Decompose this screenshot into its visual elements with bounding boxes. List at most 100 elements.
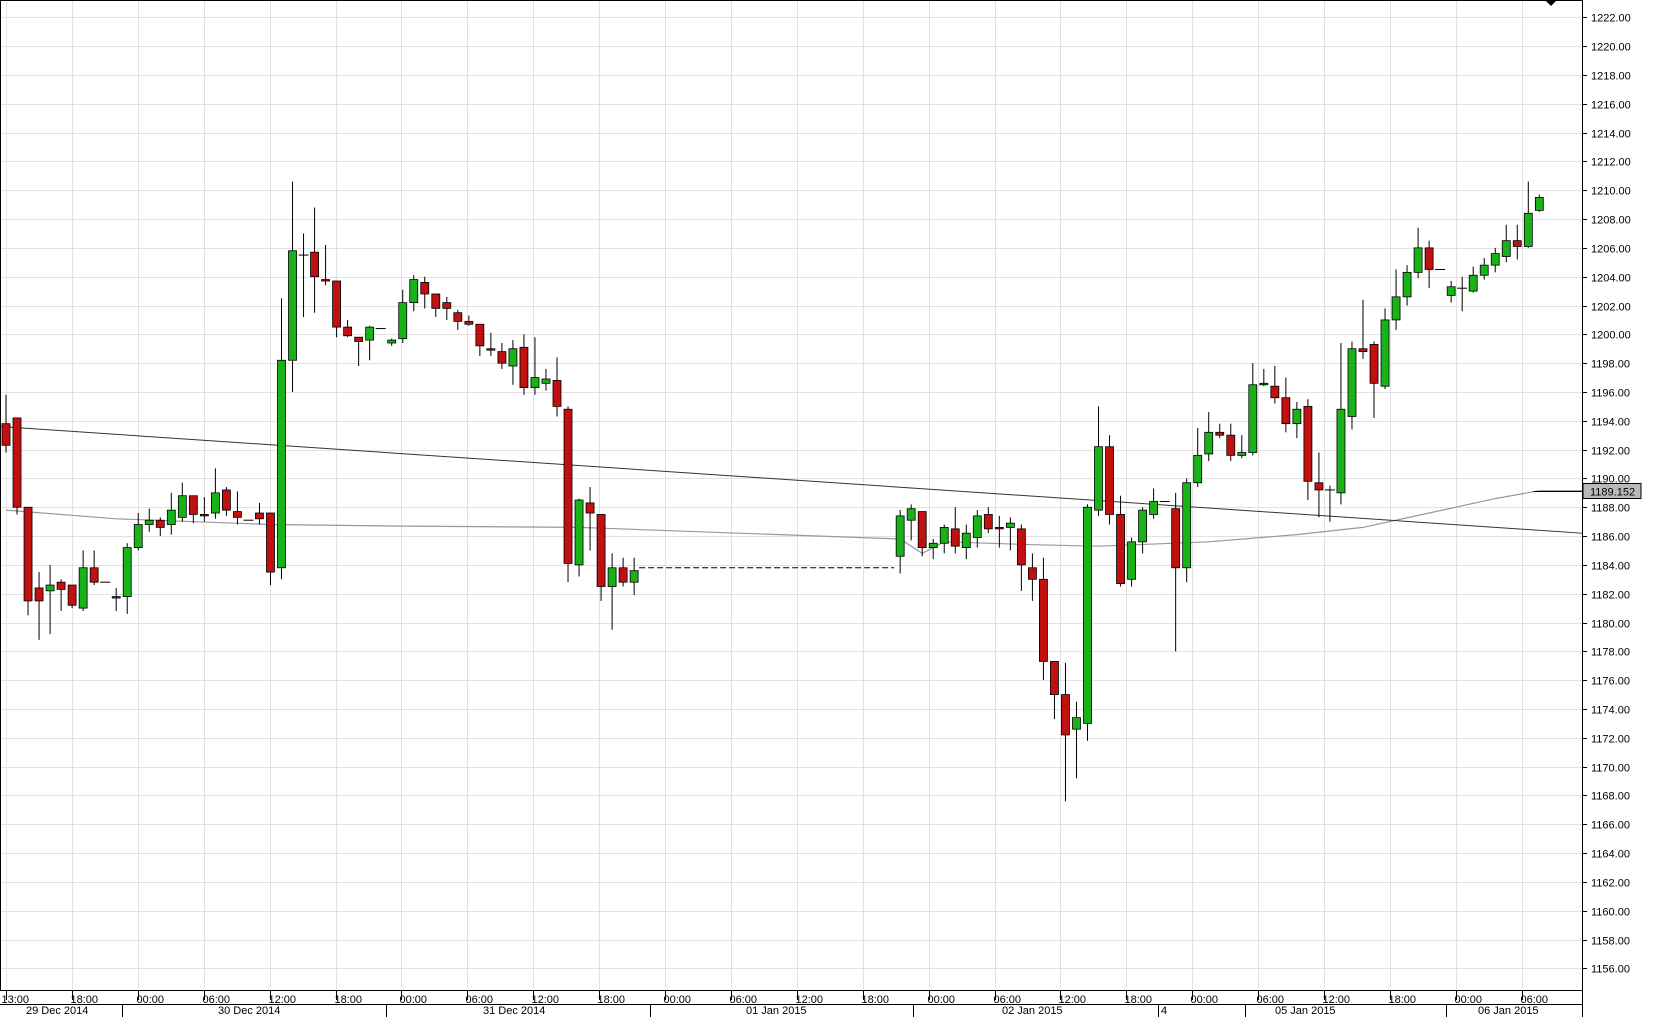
candle[interactable] bbox=[994, 515, 1004, 548]
candle[interactable] bbox=[574, 498, 584, 577]
candle[interactable] bbox=[332, 280, 342, 338]
candle[interactable] bbox=[398, 289, 408, 343]
candle[interactable] bbox=[155, 517, 165, 537]
candle[interactable] bbox=[1391, 269, 1401, 330]
candle[interactable] bbox=[895, 510, 905, 574]
candle[interactable] bbox=[67, 584, 77, 609]
candle[interactable] bbox=[1005, 517, 1015, 551]
candle[interactable] bbox=[89, 550, 99, 586]
candle[interactable] bbox=[497, 342, 507, 369]
candle[interactable] bbox=[133, 513, 143, 551]
candle[interactable] bbox=[475, 323, 485, 356]
candle[interactable] bbox=[939, 524, 949, 554]
candle[interactable] bbox=[1149, 488, 1159, 519]
candle[interactable] bbox=[1479, 257, 1489, 280]
candle[interactable] bbox=[1413, 227, 1423, 279]
candle[interactable] bbox=[122, 543, 132, 614]
candle[interactable] bbox=[1292, 402, 1302, 439]
candle[interactable] bbox=[1369, 341, 1379, 418]
candle[interactable] bbox=[1061, 662, 1070, 802]
candle[interactable] bbox=[519, 334, 529, 395]
candle[interactable] bbox=[596, 514, 606, 601]
candle[interactable] bbox=[928, 538, 938, 560]
candle[interactable] bbox=[552, 357, 562, 417]
candle[interactable] bbox=[365, 325, 375, 361]
candle[interactable] bbox=[1501, 224, 1511, 263]
candle[interactable] bbox=[1336, 342, 1346, 505]
candle[interactable] bbox=[1182, 478, 1192, 583]
candle[interactable] bbox=[431, 293, 441, 318]
candle[interactable] bbox=[1534, 194, 1544, 212]
candle[interactable] bbox=[950, 507, 960, 554]
candle[interactable] bbox=[321, 244, 330, 286]
candle[interactable] bbox=[607, 553, 617, 630]
candle[interactable] bbox=[23, 506, 33, 616]
candle[interactable] bbox=[541, 368, 551, 391]
candle[interactable] bbox=[508, 340, 518, 385]
candle[interactable] bbox=[1028, 553, 1037, 601]
candle[interactable] bbox=[420, 276, 430, 309]
candle[interactable] bbox=[442, 296, 452, 320]
candle[interactable] bbox=[1094, 406, 1103, 516]
candle[interactable] bbox=[1072, 701, 1081, 779]
candle[interactable] bbox=[221, 487, 231, 516]
candle[interactable] bbox=[1204, 412, 1214, 462]
candle[interactable] bbox=[1226, 423, 1236, 462]
candle[interactable] bbox=[1171, 492, 1181, 652]
candle[interactable] bbox=[917, 511, 927, 557]
candle[interactable] bbox=[1193, 427, 1203, 488]
candle[interactable] bbox=[585, 487, 595, 551]
candle[interactable] bbox=[1314, 452, 1324, 518]
candle[interactable] bbox=[188, 495, 198, 524]
candle[interactable] bbox=[629, 557, 639, 596]
candle[interactable] bbox=[409, 275, 419, 312]
candle[interactable] bbox=[1138, 507, 1147, 554]
candle[interactable] bbox=[1468, 266, 1478, 293]
candle[interactable] bbox=[288, 181, 297, 392]
candle[interactable] bbox=[266, 512, 275, 586]
candle[interactable] bbox=[78, 550, 88, 612]
candle[interactable] bbox=[12, 417, 22, 515]
candle[interactable] bbox=[1050, 661, 1059, 720]
candle[interactable] bbox=[298, 233, 309, 318]
candle[interactable] bbox=[45, 564, 55, 635]
candle[interactable] bbox=[618, 557, 628, 587]
candle[interactable] bbox=[1402, 265, 1412, 306]
candle[interactable] bbox=[177, 482, 187, 522]
candle[interactable] bbox=[210, 468, 220, 519]
candle[interactable] bbox=[1523, 181, 1533, 248]
candle[interactable] bbox=[233, 491, 242, 525]
candle[interactable] bbox=[1380, 308, 1390, 390]
candle[interactable] bbox=[961, 524, 971, 560]
candle[interactable] bbox=[1424, 240, 1434, 289]
candle[interactable] bbox=[972, 510, 982, 548]
candle[interactable] bbox=[1, 394, 11, 453]
candle[interactable] bbox=[1324, 485, 1335, 522]
candle[interactable] bbox=[1457, 276, 1468, 312]
candle[interactable] bbox=[983, 507, 993, 534]
candle[interactable] bbox=[1237, 435, 1247, 459]
candle[interactable] bbox=[1281, 377, 1291, 433]
candle[interactable] bbox=[1083, 504, 1092, 741]
candle[interactable] bbox=[563, 406, 573, 583]
candle[interactable] bbox=[1303, 399, 1313, 501]
candle[interactable] bbox=[387, 338, 397, 346]
candle[interactable] bbox=[277, 298, 286, 580]
candle[interactable] bbox=[1116, 495, 1125, 587]
candle[interactable] bbox=[1039, 557, 1048, 681]
candle[interactable] bbox=[1105, 435, 1114, 525]
candle[interactable] bbox=[464, 315, 474, 326]
candle[interactable] bbox=[166, 492, 176, 535]
candle[interactable] bbox=[111, 587, 121, 612]
candle[interactable] bbox=[1347, 341, 1357, 430]
candle[interactable] bbox=[1016, 524, 1026, 591]
candles[interactable] bbox=[1, 181, 1544, 802]
candle[interactable] bbox=[1512, 224, 1522, 260]
candle[interactable] bbox=[1248, 363, 1258, 456]
candle[interactable] bbox=[453, 309, 463, 330]
candle[interactable] bbox=[1127, 537, 1136, 587]
candle[interactable] bbox=[1259, 368, 1269, 387]
candle[interactable] bbox=[530, 337, 540, 395]
